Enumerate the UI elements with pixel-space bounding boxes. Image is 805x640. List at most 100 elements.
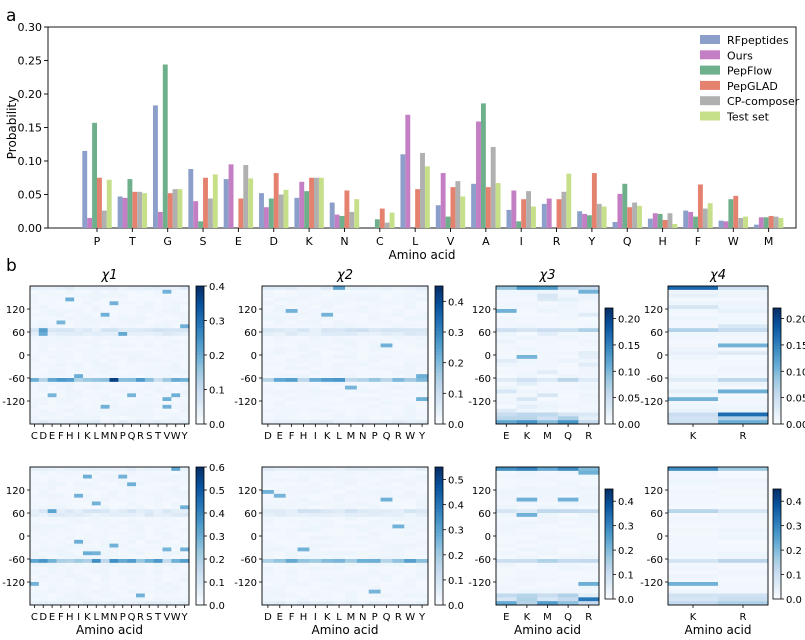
heatmap-cell	[38, 562, 48, 567]
heatmap-cell	[144, 478, 154, 483]
heatmap-cell	[74, 509, 84, 514]
heatmap-cell	[345, 320, 358, 325]
heatmap-cell	[47, 335, 57, 340]
heatmap-cell	[162, 582, 172, 587]
heatmap-cell	[333, 347, 346, 352]
bar	[511, 190, 517, 228]
heatmap-cell	[368, 593, 381, 598]
heatmap-cell	[153, 566, 163, 571]
heatmap-cell	[91, 301, 101, 306]
heatmap-cell	[127, 305, 137, 310]
heatmap-cell	[47, 385, 57, 390]
heatmap-cell	[557, 566, 579, 571]
heatmap-cell	[345, 570, 358, 575]
heatmap-cell	[30, 316, 40, 321]
heatmap-cell	[321, 570, 334, 575]
bar	[521, 199, 527, 228]
heatmap-cell	[496, 335, 517, 340]
heatmap-cell	[321, 381, 334, 386]
colorbar-segment	[605, 415, 613, 419]
heatmap-cell	[74, 335, 84, 340]
heatmap-cell	[368, 381, 381, 386]
heatmap-cell	[557, 305, 579, 310]
heatmap-cell	[180, 589, 190, 594]
heatmap-cell	[368, 539, 381, 544]
heatmap-cell	[380, 381, 393, 386]
x-tick-label: W	[405, 431, 415, 442]
heatmap-cell	[83, 474, 93, 479]
heatmap-cell	[578, 328, 600, 333]
heatmap-cell	[356, 305, 370, 310]
heatmap-cell	[537, 547, 559, 552]
heatmap-cell	[321, 543, 334, 548]
heatmap-cell	[74, 582, 84, 587]
heatmap-cell	[109, 381, 119, 386]
heatmap-cell	[333, 309, 346, 314]
colorbar-segment	[605, 339, 613, 344]
heatmap-cell	[516, 467, 538, 472]
colorbar-segment	[773, 505, 781, 509]
heatmap-cell	[309, 547, 322, 552]
heatmap-cell	[38, 339, 48, 344]
heatmap-cell	[718, 370, 769, 375]
heatmap-cell	[309, 551, 322, 556]
colorbar-segment	[605, 527, 613, 531]
colorbar-tick-label: 0.4	[618, 497, 634, 508]
heatmap-cell	[380, 520, 393, 525]
heatmap-cell	[345, 370, 358, 375]
heatmap-cell	[136, 312, 146, 317]
heatmap-cell	[74, 593, 84, 598]
heatmap-cell	[118, 509, 128, 514]
heatmap-cell	[56, 358, 66, 363]
heatmap-cell	[368, 467, 381, 472]
heatmap-cell	[309, 578, 322, 583]
colorbar-segment	[605, 380, 613, 384]
heatmap-cell	[537, 404, 559, 409]
heatmap-cell	[144, 516, 154, 521]
heatmap-cell	[368, 355, 381, 360]
heatmap-cell	[416, 501, 429, 506]
heatmap-cell	[118, 286, 128, 291]
heatmap-cell	[404, 578, 417, 583]
heatmap-cell	[496, 328, 517, 333]
heatmap-cell	[100, 351, 110, 356]
heatmap-cell	[273, 501, 287, 506]
heatmap-cell	[496, 301, 517, 306]
heatmap-cell	[356, 362, 370, 367]
heatmap-cell	[100, 539, 110, 544]
x-tick-label: M	[101, 431, 110, 442]
heatmap-cell	[136, 493, 146, 498]
heatmap-cell	[516, 358, 538, 363]
heatmap-cell	[262, 316, 275, 321]
heatmap-cell	[144, 520, 154, 525]
heatmap-cell	[718, 539, 769, 544]
heatmap-cell	[668, 470, 719, 475]
y-tick-label: 0.30	[18, 21, 43, 34]
heatmap-cell	[416, 381, 429, 386]
x-tick-label: P	[120, 431, 126, 442]
heatmap-cell	[333, 408, 346, 413]
heatmap-cell	[74, 355, 84, 360]
heatmap-cell	[297, 501, 310, 506]
heatmap-cell	[162, 309, 172, 314]
heatmap-cell	[333, 297, 346, 302]
heatmap-cell	[136, 378, 146, 383]
heatmap-cell	[404, 486, 417, 491]
x-tick-label: L	[412, 235, 419, 248]
heatmap-cell	[273, 474, 287, 479]
heatmap-cell	[537, 293, 559, 298]
heatmap-cell	[356, 516, 370, 521]
heatmap-cell	[496, 305, 517, 310]
heatmap-cell	[47, 543, 57, 548]
heatmap-cell	[74, 301, 84, 306]
heatmap-cell	[516, 404, 538, 409]
heatmap-cell	[83, 520, 93, 525]
heatmap-cell	[180, 305, 190, 310]
heatmap-cell	[38, 393, 48, 398]
colorbar-segment	[605, 395, 613, 399]
bar	[238, 198, 244, 228]
heatmap-cell	[74, 393, 84, 398]
heatmap-cell	[30, 509, 40, 514]
colorbar-segment	[435, 330, 443, 335]
heatmap-cell	[47, 320, 57, 325]
